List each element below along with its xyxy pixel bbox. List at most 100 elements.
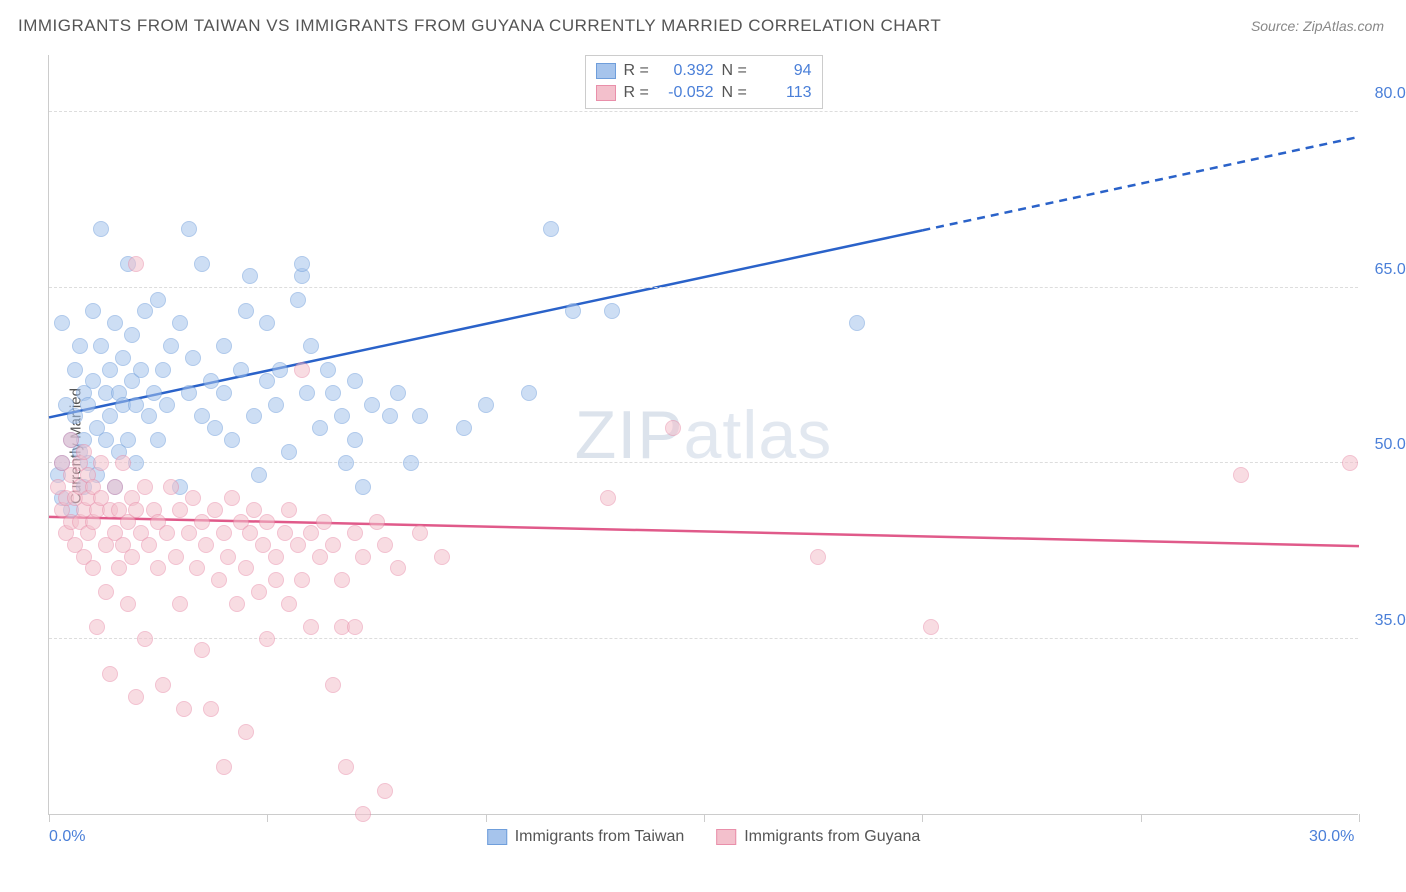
- gridline-horizontal: [49, 462, 1358, 463]
- legend-item-guyana: Immigrants from Guyana: [716, 828, 920, 846]
- point-taiwan: [312, 420, 328, 436]
- point-guyana: [128, 502, 144, 518]
- point-guyana: [810, 549, 826, 565]
- point-guyana: [185, 490, 201, 506]
- point-guyana: [600, 490, 616, 506]
- chart-container: IMMIGRANTS FROM TAIWAN VS IMMIGRANTS FRO…: [0, 0, 1406, 892]
- point-guyana: [155, 677, 171, 693]
- point-taiwan: [242, 268, 258, 284]
- point-guyana: [251, 584, 267, 600]
- point-taiwan: [224, 432, 240, 448]
- y-tick-label: 80.0%: [1375, 85, 1406, 103]
- point-taiwan: [181, 221, 197, 237]
- point-guyana: [255, 537, 271, 553]
- point-guyana: [347, 619, 363, 635]
- point-guyana: [216, 525, 232, 541]
- point-taiwan: [124, 327, 140, 343]
- point-taiwan: [172, 315, 188, 331]
- point-guyana: [207, 502, 223, 518]
- point-taiwan: [185, 350, 201, 366]
- point-guyana: [259, 514, 275, 530]
- point-guyana: [325, 677, 341, 693]
- point-guyana: [194, 642, 210, 658]
- point-guyana: [268, 549, 284, 565]
- x-tick: [704, 814, 705, 822]
- swatch-taiwan: [487, 829, 507, 845]
- point-guyana: [111, 560, 127, 576]
- point-guyana: [181, 525, 197, 541]
- point-guyana: [76, 444, 92, 460]
- point-taiwan: [54, 315, 70, 331]
- point-guyana: [294, 572, 310, 588]
- point-guyana: [124, 549, 140, 565]
- point-guyana: [316, 514, 332, 530]
- point-taiwan: [159, 397, 175, 413]
- point-taiwan: [294, 256, 310, 272]
- point-taiwan: [338, 455, 354, 471]
- x-tick-label: 0.0%: [49, 828, 85, 846]
- point-taiwan: [290, 292, 306, 308]
- point-taiwan: [203, 373, 219, 389]
- point-guyana: [102, 666, 118, 682]
- point-guyana: [281, 596, 297, 612]
- stat-value-n-guyana: 113: [758, 84, 812, 102]
- point-guyana: [159, 525, 175, 541]
- legend-stats-box: R = 0.392 N = 94 R = -0.052 N = 113: [585, 55, 823, 109]
- point-guyana: [150, 560, 166, 576]
- point-taiwan: [146, 385, 162, 401]
- point-guyana: [224, 490, 240, 506]
- point-guyana: [294, 362, 310, 378]
- point-taiwan: [155, 362, 171, 378]
- point-taiwan: [281, 444, 297, 460]
- point-taiwan: [543, 221, 559, 237]
- legend-stats-row-taiwan: R = 0.392 N = 94: [596, 60, 812, 82]
- point-guyana: [303, 525, 319, 541]
- point-taiwan: [216, 385, 232, 401]
- point-guyana: [412, 525, 428, 541]
- point-guyana: [377, 537, 393, 553]
- swatch-guyana: [596, 85, 616, 101]
- point-taiwan: [137, 303, 153, 319]
- point-guyana: [203, 701, 219, 717]
- point-guyana: [176, 701, 192, 717]
- plot-area: ZIPatlas R = 0.392 N = 94 R = -0.052 N =…: [48, 55, 1358, 815]
- stat-label-n: N =: [722, 62, 750, 80]
- point-taiwan: [141, 408, 157, 424]
- point-guyana: [189, 560, 205, 576]
- point-taiwan: [67, 362, 83, 378]
- point-guyana: [338, 759, 354, 775]
- point-guyana: [172, 502, 188, 518]
- x-tick: [1359, 814, 1360, 822]
- point-taiwan: [107, 315, 123, 331]
- y-tick-label: 35.0%: [1375, 612, 1406, 630]
- point-guyana: [369, 514, 385, 530]
- point-taiwan: [128, 397, 144, 413]
- point-taiwan: [72, 338, 88, 354]
- point-guyana: [128, 689, 144, 705]
- point-taiwan: [382, 408, 398, 424]
- legend-stats-row-guyana: R = -0.052 N = 113: [596, 82, 812, 104]
- point-guyana: [268, 572, 284, 588]
- point-guyana: [63, 432, 79, 448]
- point-guyana: [238, 560, 254, 576]
- y-tick-label: 65.0%: [1375, 261, 1406, 279]
- trendline-taiwan-extrapolated: [922, 137, 1359, 231]
- point-guyana: [1342, 455, 1358, 471]
- point-taiwan: [251, 467, 267, 483]
- point-guyana: [347, 525, 363, 541]
- point-taiwan: [364, 397, 380, 413]
- point-taiwan: [272, 362, 288, 378]
- point-guyana: [98, 584, 114, 600]
- point-taiwan: [150, 432, 166, 448]
- point-taiwan: [133, 362, 149, 378]
- x-tick: [49, 814, 50, 822]
- chart-title: IMMIGRANTS FROM TAIWAN VS IMMIGRANTS FRO…: [18, 16, 941, 36]
- point-guyana: [281, 502, 297, 518]
- point-taiwan: [259, 373, 275, 389]
- gridline-horizontal: [49, 111, 1358, 112]
- point-taiwan: [604, 303, 620, 319]
- stat-value-n-taiwan: 94: [758, 62, 812, 80]
- point-taiwan: [259, 315, 275, 331]
- point-guyana: [355, 806, 371, 822]
- point-taiwan: [355, 479, 371, 495]
